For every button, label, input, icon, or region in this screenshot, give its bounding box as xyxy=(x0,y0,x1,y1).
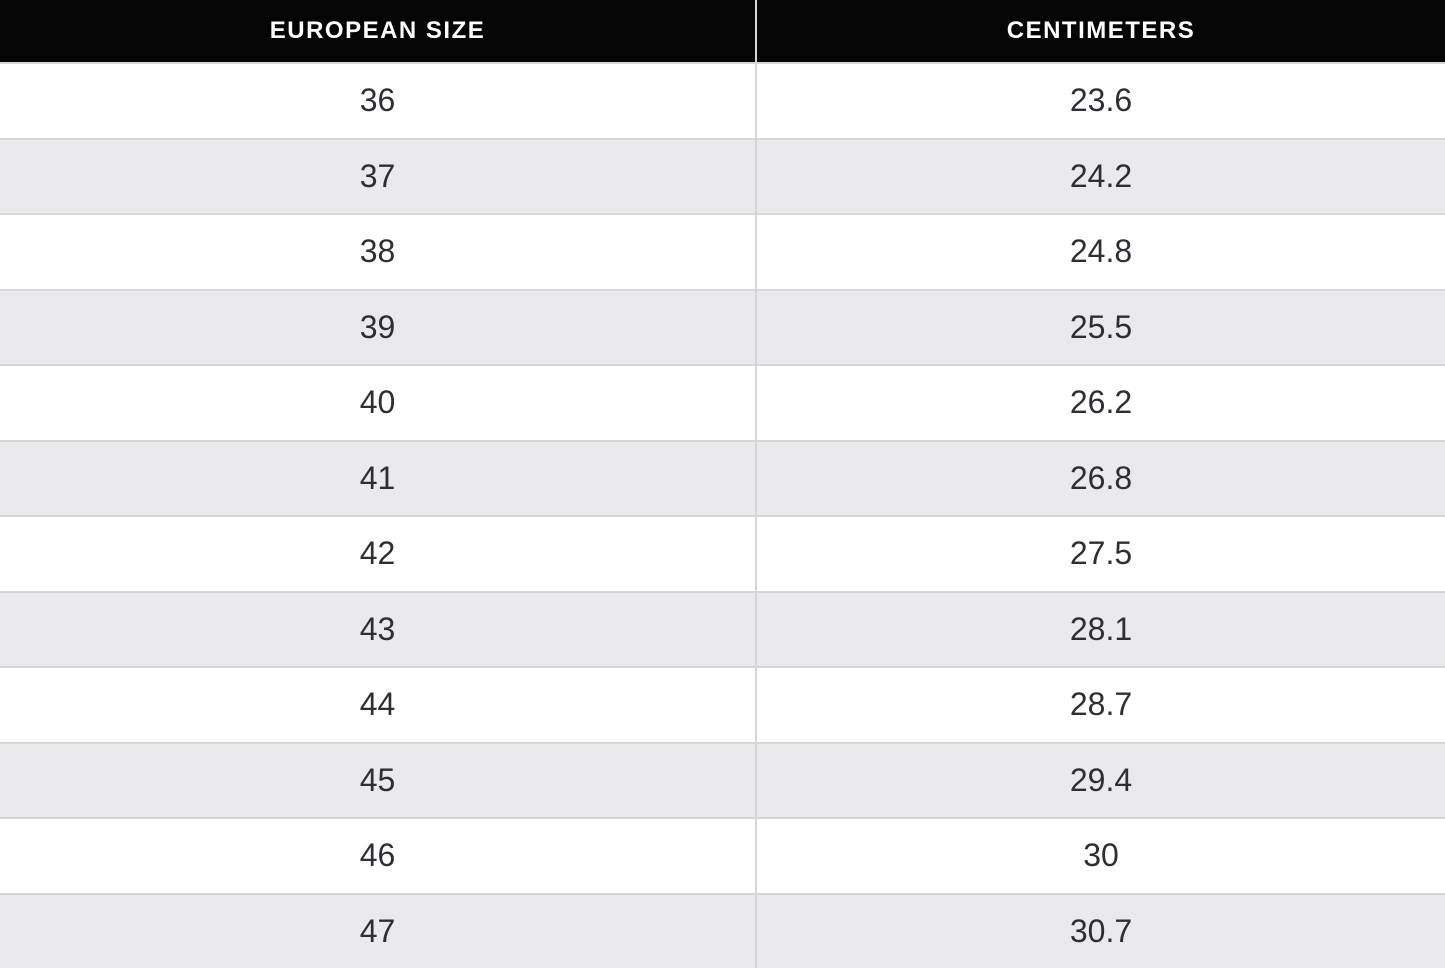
table-row: 39 25.5 xyxy=(0,290,1445,366)
table-row: 44 28.7 xyxy=(0,667,1445,743)
column-header-centimeters: CENTIMETERS xyxy=(756,0,1445,63)
table-row: 40 26.2 xyxy=(0,365,1445,441)
table-row: 45 29.4 xyxy=(0,743,1445,819)
cm-cell: 28.1 xyxy=(756,592,1445,668)
table-row: 46 30 xyxy=(0,818,1445,894)
column-header-european-size: EUROPEAN SIZE xyxy=(0,0,756,63)
table-row: 38 24.8 xyxy=(0,214,1445,290)
cm-cell: 28.7 xyxy=(756,667,1445,743)
table-row: 41 26.8 xyxy=(0,441,1445,517)
table-row: 47 30.7 xyxy=(0,894,1445,968)
size-cell: 40 xyxy=(0,365,756,441)
cm-cell: 24.8 xyxy=(756,214,1445,290)
cm-cell: 24.2 xyxy=(756,139,1445,215)
cm-cell: 30 xyxy=(756,818,1445,894)
cm-cell: 29.4 xyxy=(756,743,1445,819)
size-cell: 41 xyxy=(0,441,756,517)
size-cell: 45 xyxy=(0,743,756,819)
size-cell: 36 xyxy=(0,63,756,139)
size-cell: 39 xyxy=(0,290,756,366)
header-row: EUROPEAN SIZE CENTIMETERS xyxy=(0,0,1445,63)
size-cell: 43 xyxy=(0,592,756,668)
size-cell: 44 xyxy=(0,667,756,743)
cm-cell: 30.7 xyxy=(756,894,1445,968)
cm-cell: 26.2 xyxy=(756,365,1445,441)
size-cell: 38 xyxy=(0,214,756,290)
cm-cell: 26.8 xyxy=(756,441,1445,517)
size-cell: 37 xyxy=(0,139,756,215)
table-row: 42 27.5 xyxy=(0,516,1445,592)
table-row: 37 24.2 xyxy=(0,139,1445,215)
size-cell: 46 xyxy=(0,818,756,894)
table-row: 43 28.1 xyxy=(0,592,1445,668)
cm-cell: 25.5 xyxy=(756,290,1445,366)
size-cell: 47 xyxy=(0,894,756,968)
cm-cell: 27.5 xyxy=(756,516,1445,592)
cm-cell: 23.6 xyxy=(756,63,1445,139)
size-cell: 42 xyxy=(0,516,756,592)
table-row: 36 23.6 xyxy=(0,63,1445,139)
